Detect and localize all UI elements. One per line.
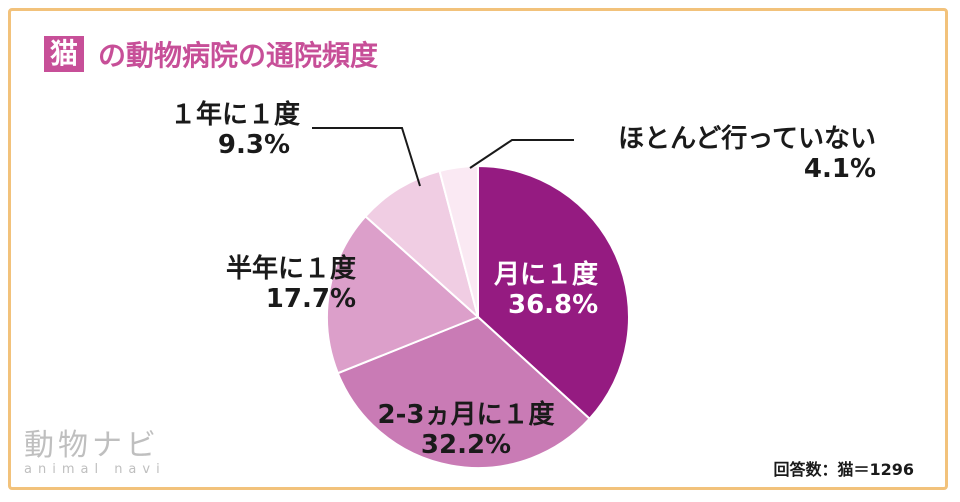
label-half-year-value: 17.7%: [265, 284, 356, 314]
label-rarely-value: 4.1%: [803, 154, 876, 184]
label-rarely-category: ほとんど行っていない: [618, 124, 876, 154]
label-2-3-months-category: 2-3ヵ月に１度: [377, 400, 555, 430]
label-2-3-months: 2-3ヵ月に１度 32.2%: [356, 400, 576, 460]
title-badge: 猫: [44, 36, 85, 72]
chart-frame: [8, 8, 948, 490]
label-monthly-value: 36.8%: [508, 290, 599, 320]
label-yearly: １年に１度 9.3%: [150, 100, 300, 160]
label-monthly-category: 月に１度: [494, 260, 599, 290]
slice-rarely: [438, 164, 479, 318]
label-yearly-value: 9.3%: [217, 130, 290, 160]
label-monthly: 月に１度 36.8%: [494, 260, 598, 320]
label-rarely: ほとんど行っていない 4.1%: [576, 124, 876, 184]
chart-title: 猫 の動物病院の通院頻度: [44, 36, 378, 72]
slice-yearly: [364, 169, 480, 320]
slice-half-year: [326, 214, 480, 375]
respondent-count: 回答数：猫＝1296: [773, 460, 914, 479]
leader-line-yearly: [312, 127, 421, 187]
label-half-year: 半年に１度 17.7%: [190, 254, 356, 314]
label-2-3-months-value: 32.2%: [420, 430, 512, 460]
label-yearly-category: １年に１度: [169, 100, 300, 130]
slice-monthly: [477, 164, 630, 421]
leader-line-rarely: [469, 139, 574, 169]
logo-text-jp: 動物ナビ: [24, 428, 160, 463]
label-half-year-category: 半年に１度: [225, 254, 356, 284]
title-text: の動物病院の通院頻度: [98, 39, 379, 72]
slice-2-3-months: [336, 315, 592, 469]
logo-text-en: animal navi: [24, 462, 166, 477]
brand-logo: 動物ナビ animal navi: [24, 420, 184, 490]
